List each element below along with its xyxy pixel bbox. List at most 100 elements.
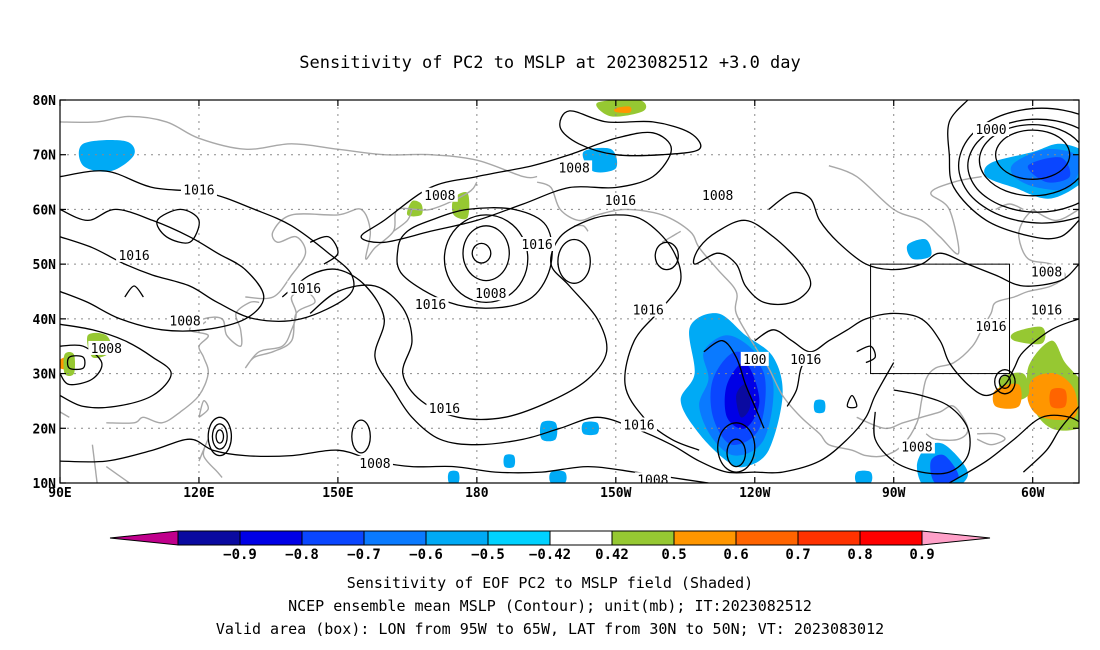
mslp-contour-2 xyxy=(967,118,1079,213)
shade-blob-27 xyxy=(447,470,460,483)
colorbar-label-1: −0.8 xyxy=(285,547,319,563)
mslp-contour-12 xyxy=(60,344,103,386)
caption-line-1: Sensitivity of EOF PC2 to MSLP field (Sh… xyxy=(347,574,753,592)
caption-line-3: Valid area (box): LON from 95W to 65W, L… xyxy=(216,620,884,638)
colorbar-swatch-4 xyxy=(425,530,489,546)
colorbar-high-arrow xyxy=(921,530,991,546)
contour-label-8: 1016 xyxy=(290,282,321,297)
contour-label-bg-20 xyxy=(620,417,657,432)
lat-tick-label-50N: 50N xyxy=(33,258,57,273)
mslp-contour-30 xyxy=(873,389,971,475)
mslp-contour-17 xyxy=(351,419,371,454)
mslp-contour-27 xyxy=(754,312,1079,397)
map-frame xyxy=(59,99,1080,484)
contour-label-bg-18 xyxy=(740,351,769,366)
coastline-15 xyxy=(976,432,1006,446)
contour-label-6: 1016 xyxy=(521,238,552,253)
contour-label-bg-2 xyxy=(699,187,736,202)
lon-tick-label-120W: 120W xyxy=(739,486,770,501)
mslp-contour-32 xyxy=(1022,405,1079,473)
coastline-0 xyxy=(60,115,538,179)
contour-label-bg-14 xyxy=(1028,264,1065,279)
contour-label-23: 1008 xyxy=(637,473,668,488)
lat-tick-label-40N: 40N xyxy=(33,313,57,328)
shade-blob-25 xyxy=(503,454,516,468)
contour-label-bg-15 xyxy=(1028,302,1065,317)
shade-blob-17 xyxy=(930,454,959,483)
contour-label-bg-1 xyxy=(556,160,593,175)
contour-label-bg-21 xyxy=(898,439,935,454)
shade-blob-28 xyxy=(854,470,873,483)
mslp-contour-11 xyxy=(60,323,172,409)
contour-label-bg-4 xyxy=(180,182,217,197)
lat-tick-label-60N: 60N xyxy=(33,203,57,218)
contour-label-1: 1008 xyxy=(558,161,589,176)
map-panel: 1000 1008 1008 1016 1016 1008 1016 1016 1016 1016… xyxy=(33,94,1080,501)
coastline-9 xyxy=(198,400,209,418)
colorbar-swatch-6 xyxy=(549,530,613,546)
mslp-contour-26 xyxy=(768,191,1079,287)
contour-label-bg-19 xyxy=(426,401,463,416)
colorbar-swatch-10 xyxy=(797,530,861,546)
valid-area-rect xyxy=(870,263,1011,375)
mslp-contour-33 xyxy=(726,438,747,468)
mslp-contour-19 xyxy=(360,131,673,244)
shade-blob-9 xyxy=(906,239,932,260)
contour-label-9: 1016 xyxy=(415,298,446,313)
contour-label-14: 1008 xyxy=(1031,265,1062,280)
contour-label-18: 100 xyxy=(743,353,766,368)
contour-label-10: 1008 xyxy=(475,287,506,302)
shade-blob-20 xyxy=(1049,387,1067,409)
coastline-6 xyxy=(106,300,260,424)
contour-label-13: 1016 xyxy=(633,304,664,319)
colorbar-label-11: 0.9 xyxy=(909,547,934,563)
shade-blob-6 xyxy=(1027,157,1071,183)
shade-blob-22 xyxy=(992,383,1022,409)
lat-lon-grid xyxy=(60,100,1079,483)
mslp-contour-37 xyxy=(846,394,858,409)
coastline-16 xyxy=(393,209,413,232)
colorbar-label-5: −0.42 xyxy=(529,547,571,563)
colorbar-swatch-1 xyxy=(239,530,303,546)
coastline-18 xyxy=(661,230,682,243)
contour-label-bg-3 xyxy=(602,193,639,208)
contour-label-19: 1016 xyxy=(429,402,460,417)
lon-tick-label-90E: 90E xyxy=(48,486,71,501)
contour-label-bg-12 xyxy=(88,340,125,355)
mslp-contour-28 xyxy=(998,374,1012,389)
contour-label-5: 1008 xyxy=(424,189,455,204)
colorbar-label-3: −0.6 xyxy=(409,547,443,563)
contour-label-7: 1016 xyxy=(118,249,149,264)
mslp-contour-14 xyxy=(215,429,225,444)
mslp-contour-35 xyxy=(703,340,765,429)
contour-label-bg-0 xyxy=(972,122,1009,137)
lon-tick-label-90W: 90W xyxy=(882,486,906,501)
colorbar-swatch-5 xyxy=(487,530,551,546)
shade-blob-32 xyxy=(813,399,826,414)
contour-label-bg-13 xyxy=(630,302,667,317)
coastline-1 xyxy=(536,181,1066,458)
contour-label-bg-6 xyxy=(519,236,556,251)
mslp-contour-23 xyxy=(281,268,895,474)
shade-blob-24 xyxy=(581,421,600,436)
contour-label-2: 1008 xyxy=(702,189,733,204)
contour-label-16: 1016 xyxy=(975,320,1006,335)
contour-label-bg-23 xyxy=(634,472,671,483)
lon-tick-label-60W: 60W xyxy=(1021,486,1045,501)
colorbar-label-10: 0.8 xyxy=(847,547,872,563)
mslp-contour-1 xyxy=(978,123,1079,197)
contour-label-3: 1016 xyxy=(605,194,636,209)
mslp-contour-39 xyxy=(309,235,339,265)
contour-label-bg-5 xyxy=(421,187,458,202)
shade-blob-23 xyxy=(539,420,558,442)
colorbar-low-arrow xyxy=(109,530,179,546)
contour-label-17: 1016 xyxy=(790,353,821,368)
colorbar-label-6: 0.42 xyxy=(595,547,629,563)
lon-tick-label-150E: 150E xyxy=(322,486,353,501)
colorbar-label-0: −0.9 xyxy=(223,547,257,563)
colorbar-label-2: −0.7 xyxy=(347,547,381,563)
colorbar-label-4: −0.5 xyxy=(471,547,505,563)
colorbar-label-9: 0.7 xyxy=(785,547,810,563)
contour-label-bg-17 xyxy=(787,351,824,366)
